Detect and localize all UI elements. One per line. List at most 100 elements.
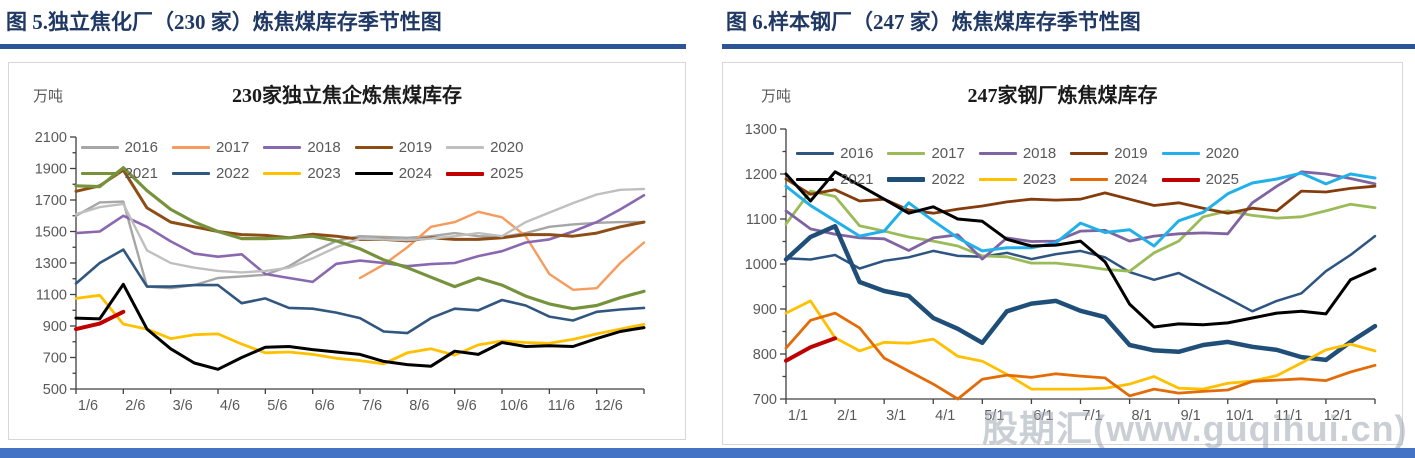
figure5-header-underline (0, 44, 686, 49)
legend-line-swatch (1070, 152, 1109, 155)
bottom-divider-bar (0, 448, 1415, 458)
y-tick-label: 1700 (35, 193, 67, 209)
legend-label: 2023 (1022, 171, 1057, 188)
legend-label: 2019 (398, 139, 433, 156)
legend-line-swatch (978, 178, 1017, 181)
legend-label: 2021 (124, 165, 158, 182)
y-tick-label: 700 (753, 392, 777, 408)
legend-label: 2024 (398, 165, 433, 182)
legend-label: 2017 (215, 139, 250, 156)
series-line-2022 (74, 248, 646, 335)
x-tick-label: 6/6 (315, 398, 335, 414)
legend-item-2024: 2024 (354, 165, 433, 182)
legend-item-2019: 2019 (1070, 145, 1148, 162)
x-tick-label: 1/1 (788, 408, 808, 424)
legend-label: 2022 (215, 165, 250, 182)
y-tick-label: 1100 (746, 212, 777, 228)
legend-label: 2025 (1205, 171, 1239, 188)
legend-line-swatch (887, 152, 926, 155)
series-line-2016 (784, 234, 1377, 313)
series-line-2017 (358, 210, 646, 291)
chart-legend: 2016 2017 2018 2019 2020 2021 2022 2023 2024 2025 (779, 145, 1256, 188)
x-tick-label: 8/6 (409, 398, 429, 414)
legend-label: 2020 (490, 139, 524, 156)
series-line-2023 (784, 299, 1377, 391)
series-line-2025 (784, 336, 838, 363)
legend-item-2019: 2019 (354, 139, 433, 156)
legend-label: 2024 (1114, 171, 1148, 188)
legend-row: 2016 2017 2018 2019 2020 (779, 145, 1256, 162)
legend-line-swatch (446, 146, 485, 149)
legend-item-2018: 2018 (978, 145, 1057, 162)
legend-label: 2019 (1114, 145, 1148, 162)
chart-title: 247家钢厂炼焦煤库存 (967, 85, 1158, 107)
legend-line-swatch (354, 172, 393, 175)
y-tick-label: 500 (43, 382, 67, 398)
left-chart-panel: 万吨 230家独立焦企炼焦煤库存 500 700 900 1100 1300 1500 17… (8, 62, 686, 440)
legend-item-2023: 2023 (263, 165, 341, 182)
x-tick-label: 10/1 (1226, 408, 1254, 424)
site-watermark: 股期汇(www.guqihui.cn) (982, 408, 1408, 449)
x-tick-label: 2/6 (125, 398, 145, 414)
x-tick-label: 11/1 (1275, 408, 1302, 424)
legend-label: 2023 (307, 165, 341, 182)
x-tick-label: 8/1 (1131, 408, 1151, 424)
series-line-2025 (74, 309, 126, 332)
legend-label: 2018 (307, 139, 341, 156)
legend-line-swatch (446, 171, 485, 176)
legend-item-2018: 2018 (263, 139, 341, 156)
legend-label: 2020 (1205, 145, 1239, 162)
series-line-2020 (74, 187, 646, 274)
legend-item-2017: 2017 (887, 145, 965, 162)
x-tick-label: 11/6 (548, 398, 575, 414)
line-chart-canvas: 500 700 900 1100 1300 1500 1700 1900 2100 1/6 2/6 3… (35, 130, 646, 414)
figure5-header-title: 图 5.独立焦化厂（230 家）炼焦煤库存季节性图 (6, 10, 442, 34)
figure6-header-underline (722, 44, 1415, 49)
legend-label: 2022 (931, 171, 965, 188)
x-tick-label: 6/1 (1033, 408, 1053, 424)
series-line-2018 (74, 194, 646, 284)
legend-item-2016: 2016 (80, 139, 158, 156)
x-tick-label: 1/6 (78, 398, 98, 414)
x-tick-label: 7/1 (1082, 408, 1102, 424)
legend-label: 2018 (1022, 145, 1057, 162)
y-tick-label: 1500 (35, 225, 67, 241)
legend-line-swatch (1161, 152, 1200, 155)
x-tick-label: 9/6 (457, 398, 477, 414)
legend-item-2021: 2021 (80, 165, 158, 182)
x-tick-label: 5/6 (267, 398, 287, 414)
legend-label: 2021 (840, 171, 874, 188)
x-tick-label: 4/6 (220, 398, 240, 414)
x-tick-label: 4/1 (935, 408, 955, 424)
legend-row: 2016 2017 2018 2019 2020 (69, 139, 535, 156)
x-tick-label: 10/6 (500, 398, 528, 414)
x-tick-label: 3/1 (886, 408, 906, 424)
y-tick-label: 700 (43, 351, 67, 367)
y-tick-label: 1100 (36, 288, 67, 304)
legend-line-swatch (263, 172, 302, 175)
legend-line-swatch (80, 146, 119, 149)
y-tick-label: 1300 (35, 256, 67, 272)
legend-line-swatch (80, 172, 119, 175)
x-tick-label: 12/6 (595, 398, 623, 414)
y-tick-label: 900 (753, 302, 777, 318)
legend-item-2023: 2023 (978, 171, 1057, 188)
figure6-header-title: 图 6.样本钢厂（247 家）炼焦煤库存季节性图 (726, 10, 1141, 34)
series-line-2021 (74, 166, 646, 311)
y-axis-unit-label: 万吨 (761, 88, 792, 105)
legend-row: 2021 2022 2023 2024 2025 (69, 165, 535, 182)
series-line-2021 (784, 170, 1377, 329)
legend-item-2025: 2025 (446, 165, 523, 182)
y-tick-label: 1200 (745, 167, 777, 183)
legend-item-2016: 2016 (796, 145, 873, 162)
y-tick-label: 1900 (35, 162, 67, 178)
legend-item-2017: 2017 (171, 139, 250, 156)
x-tick-label: 3/6 (173, 398, 193, 414)
legend-item-2020: 2020 (446, 139, 523, 156)
series-line-2024 (784, 311, 1377, 401)
series-line-2023 (74, 293, 646, 366)
legend-line-swatch (1070, 178, 1109, 181)
y-tick-label: 800 (753, 347, 777, 363)
legend-item-2020: 2020 (1161, 145, 1239, 162)
y-tick-label: 1000 (745, 257, 777, 273)
